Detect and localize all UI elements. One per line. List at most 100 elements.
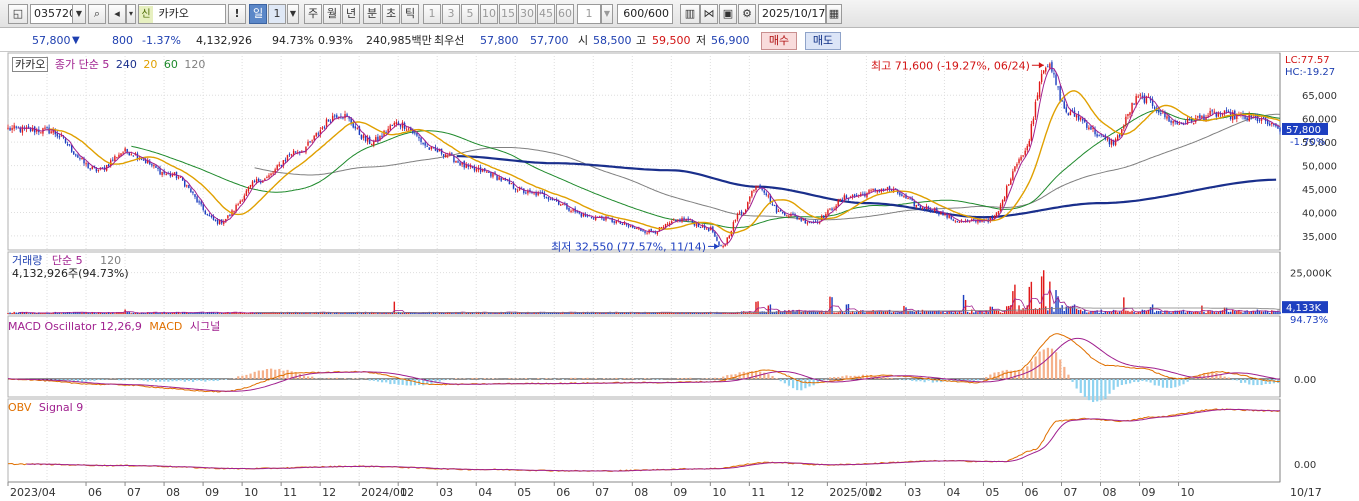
date-input[interactable]: 2025/10/17	[758, 4, 826, 24]
candle-body	[966, 220, 969, 222]
stock-chart[interactable]: 최고 71,600 (-19.27%, 06/24) 최저 32,550 (77.…	[0, 52, 1359, 501]
period-week-button[interactable]: 주	[304, 4, 322, 24]
volume-bar	[340, 312, 342, 314]
volume-bar	[426, 313, 428, 314]
volume-bar	[1164, 310, 1166, 314]
volume-panel[interactable]	[7, 270, 1281, 314]
interval-45-button[interactable]: 45	[537, 4, 555, 24]
candle-body	[120, 153, 122, 156]
volume-bar	[506, 311, 509, 314]
candle-body	[239, 201, 241, 204]
interval-3-button[interactable]: 3	[442, 4, 460, 24]
candle-body	[710, 226, 712, 231]
stock-name-field[interactable]: 신 카카오	[138, 4, 226, 24]
macd-panel[interactable]	[7, 333, 1281, 403]
candle-body	[1053, 73, 1055, 75]
period-second-button[interactable]: 초	[382, 4, 400, 24]
volume-bar	[225, 312, 227, 314]
candle-body	[490, 172, 492, 177]
candle-body	[827, 209, 829, 215]
stock-history-dropdown-icon[interactable]: ▾	[126, 4, 136, 24]
volume-bar	[1012, 291, 1014, 314]
volume-bar	[272, 311, 274, 314]
interval-30-button[interactable]: 30	[518, 4, 536, 24]
candle-body	[833, 208, 835, 210]
macd-oscillator-bar	[401, 379, 404, 385]
period-day-button[interactable]: 일	[249, 4, 267, 24]
volume-bar	[660, 311, 663, 314]
macd-oscillator-bar	[524, 378, 528, 379]
period-value-input[interactable]: 1	[268, 4, 286, 24]
interval-1-button[interactable]: 1	[423, 4, 441, 24]
volume-bar	[385, 312, 387, 314]
period-year-button[interactable]: 년	[342, 4, 360, 24]
volume-bar	[710, 312, 712, 314]
interval-dropdown-icon[interactable]: ▼	[601, 4, 613, 24]
candle-body	[740, 211, 743, 214]
period-minute-button[interactable]: 분	[363, 4, 381, 24]
stock-code-dropdown-icon[interactable]: ▼	[72, 4, 86, 24]
period-month-button[interactable]: 월	[323, 4, 341, 24]
period-tick-button[interactable]: 틱	[401, 4, 419, 24]
volume-bar	[646, 312, 648, 314]
candle-body	[208, 214, 211, 217]
volume-bar	[640, 313, 642, 314]
obv-label: OBV	[8, 401, 32, 414]
volume-bar	[566, 312, 568, 314]
settings-gear-icon[interactable]: ⚙	[738, 4, 756, 24]
volume-bar	[405, 312, 408, 314]
volume-bar	[1084, 309, 1086, 314]
count-input[interactable]: 600/600	[617, 4, 673, 24]
save-icon[interactable]: ▣	[719, 4, 737, 24]
candle-body	[52, 130, 54, 133]
volume-bar	[954, 310, 957, 314]
volume-bar	[1149, 307, 1152, 314]
interval-60-button[interactable]: 60	[556, 4, 574, 24]
buy-button[interactable]: 매수	[761, 32, 797, 50]
price-panel[interactable]: 최고 71,600 (-19.27%, 06/24) 최저 32,550 (77.…	[7, 59, 1281, 253]
volume-bar	[714, 313, 716, 314]
macd-oscillator-bar	[249, 373, 252, 379]
volume-bar	[929, 311, 932, 314]
indicator-icon[interactable]: ⋈	[700, 4, 718, 24]
window-icon[interactable]: ◱	[8, 4, 28, 24]
volume-bar	[276, 312, 278, 314]
hc-label: HC:-19.27	[1285, 67, 1336, 78]
interval-5-button[interactable]: 5	[461, 4, 479, 24]
volume-bar	[884, 310, 887, 314]
interval-value-input[interactable]: 1	[577, 4, 601, 24]
candle-body	[728, 235, 730, 239]
candle-body	[436, 149, 439, 153]
volume-bar	[917, 310, 920, 314]
candle-body	[870, 190, 872, 192]
sell-button[interactable]: 매도	[805, 32, 841, 50]
period-dropdown-icon[interactable]: ▼	[287, 4, 299, 24]
volume-bar	[157, 312, 159, 314]
volume-bar	[995, 310, 998, 314]
volume-bar	[477, 311, 480, 314]
calendar-icon[interactable]: ▦	[826, 4, 842, 24]
search-icon[interactable]: ⌕	[88, 4, 106, 24]
volume-bar	[33, 313, 36, 314]
volume-bar	[611, 313, 613, 314]
alert-button[interactable]: !	[228, 4, 246, 24]
volume-bar	[1100, 309, 1102, 314]
interval-15-button[interactable]: 15	[499, 4, 517, 24]
volume-bar	[1034, 308, 1037, 314]
candle-body	[720, 245, 722, 247]
candle-body	[714, 231, 716, 237]
volume-bar	[1116, 312, 1119, 314]
candle-body	[342, 117, 344, 119]
interval-10-button[interactable]: 10	[480, 4, 498, 24]
candle-body	[993, 216, 996, 219]
candle-type-icon[interactable]: ▥	[680, 4, 700, 24]
candle-body	[311, 140, 313, 142]
obv-panel[interactable]	[7, 408, 1281, 472]
volume-bar	[1170, 312, 1172, 314]
volume-bar	[687, 312, 689, 314]
prev-stock-icon[interactable]: ◂	[108, 4, 126, 24]
volume-bar	[794, 311, 796, 314]
candle-body	[660, 227, 663, 229]
volume-bar	[436, 313, 439, 314]
candle-body	[837, 200, 839, 206]
